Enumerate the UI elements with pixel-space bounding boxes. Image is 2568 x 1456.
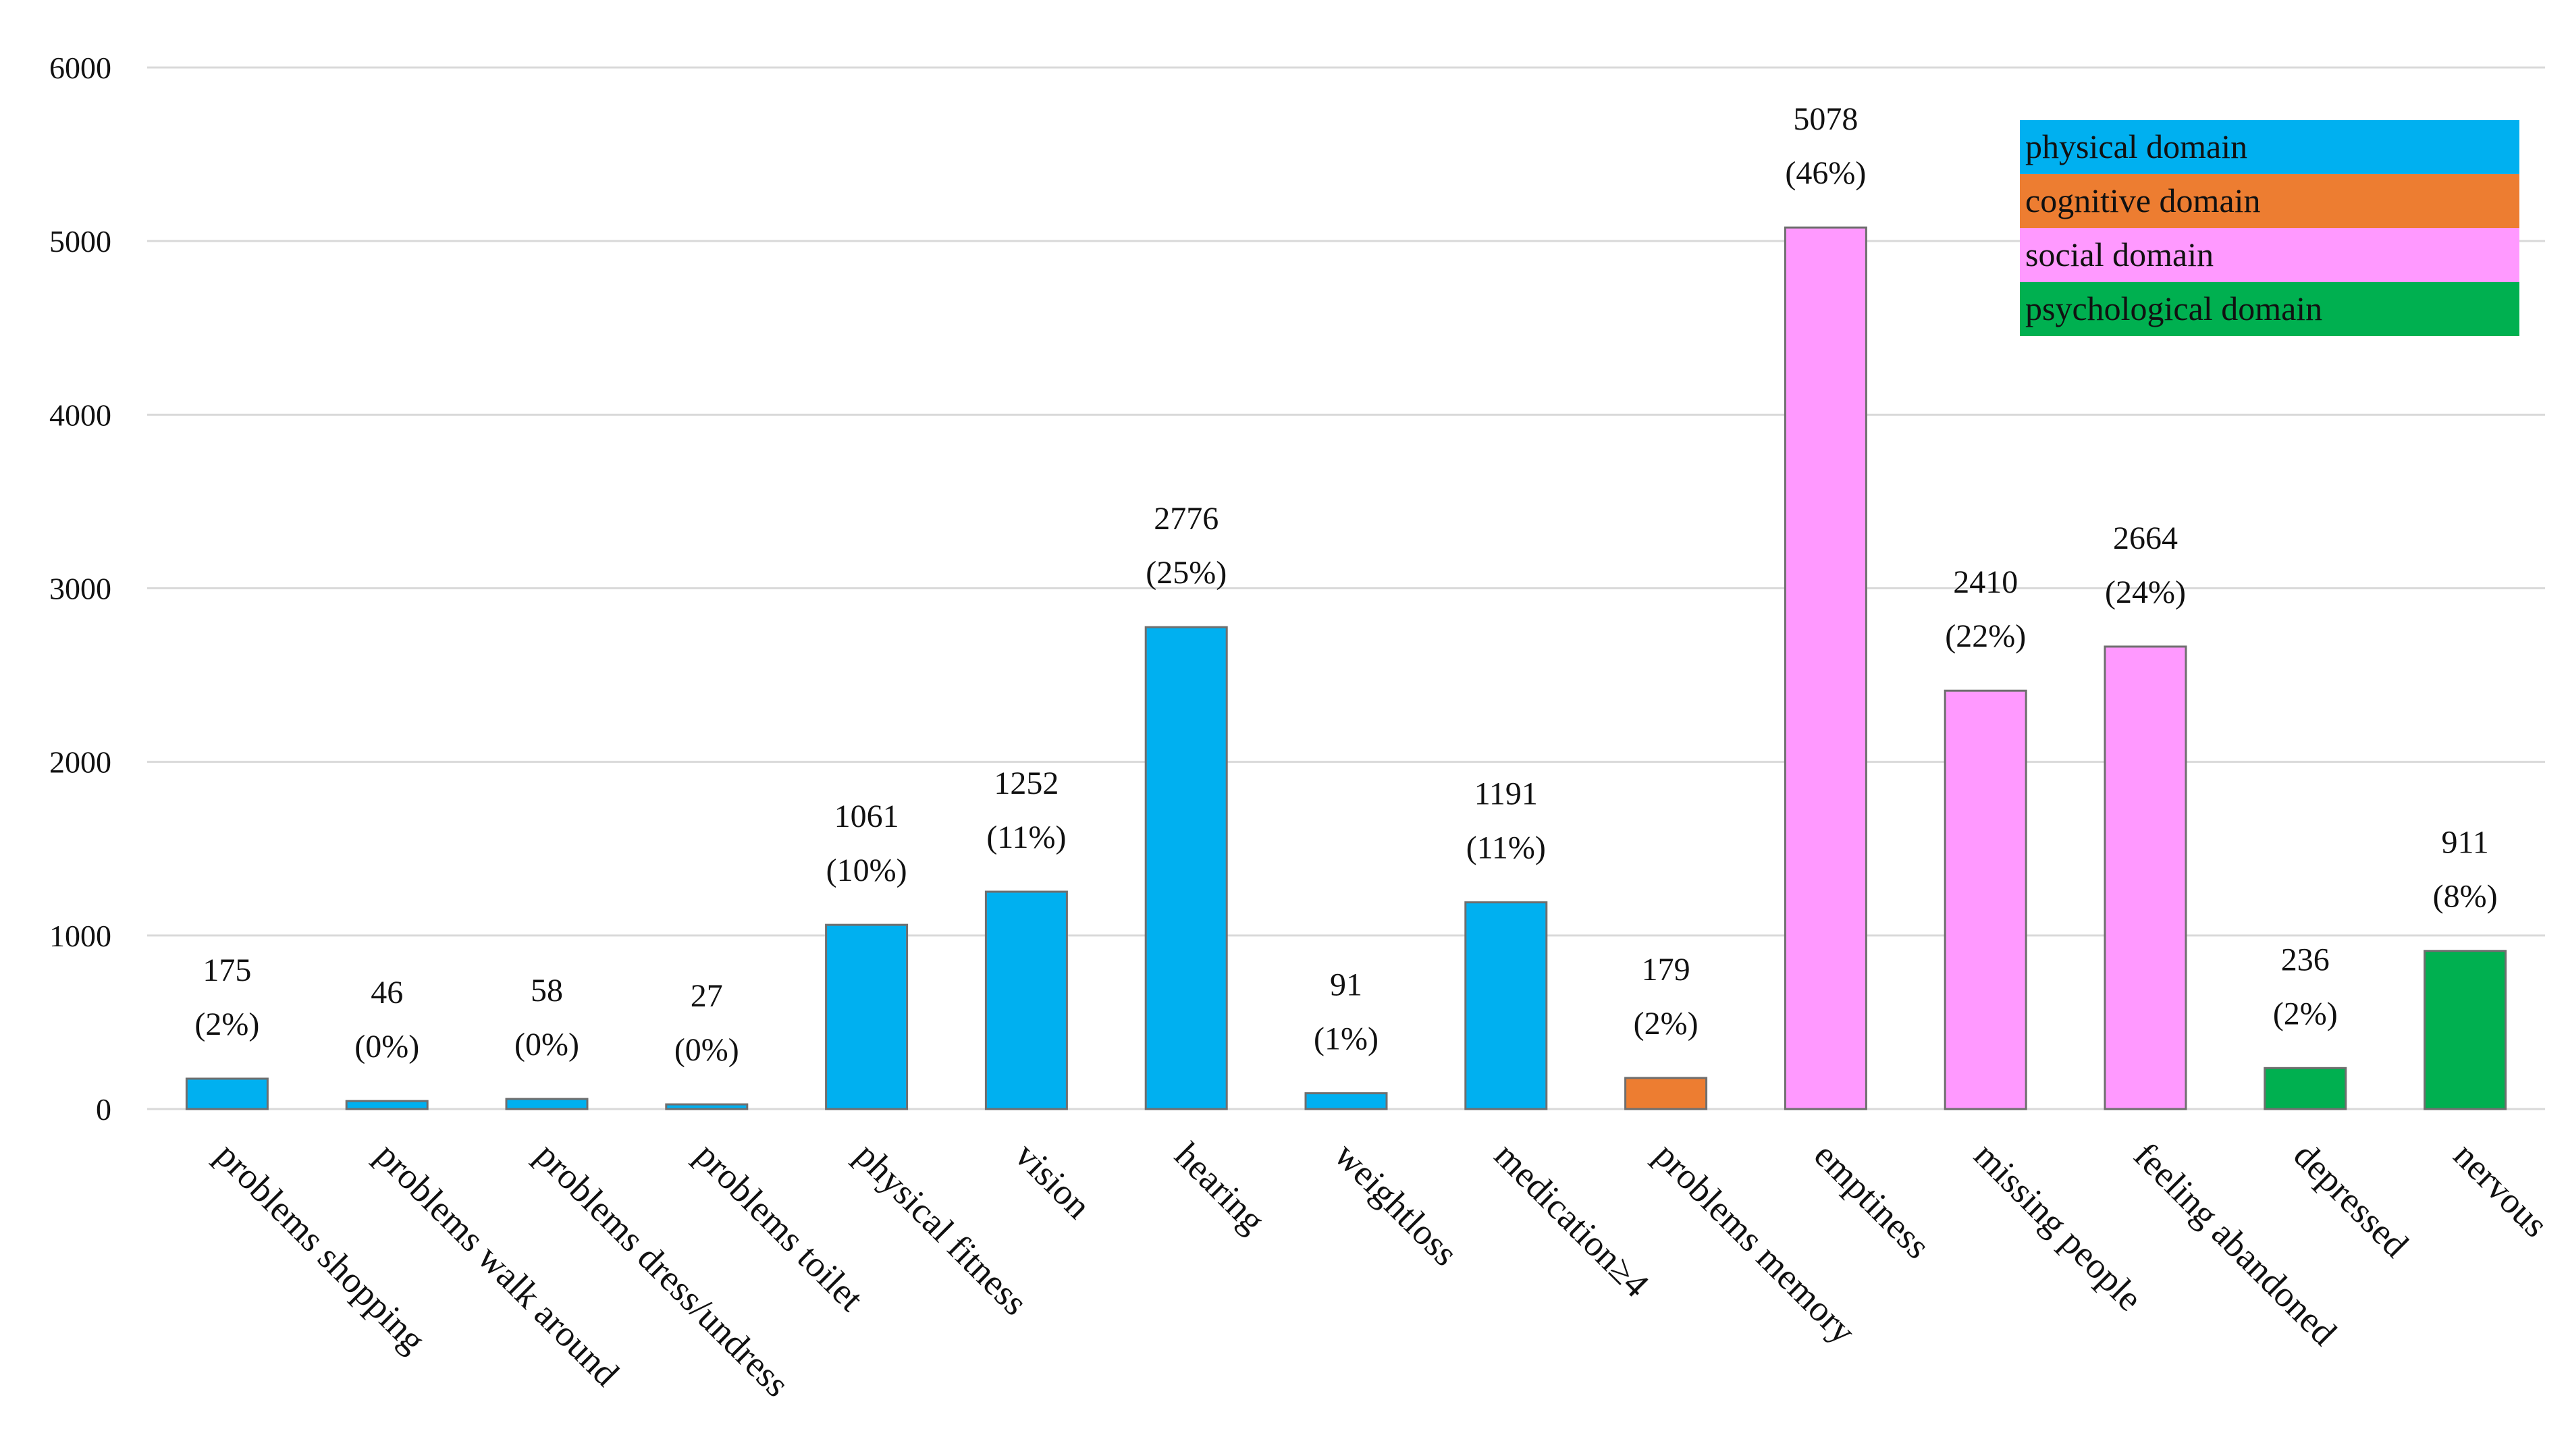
- bar: [1464, 901, 1548, 1110]
- data-label-percent: (22%): [1945, 618, 2026, 654]
- data-label-value: 2776: [1154, 501, 1219, 537]
- data-label-percent: (0%): [674, 1032, 739, 1068]
- bar: [505, 1098, 589, 1110]
- bar: [1944, 689, 2027, 1110]
- data-label-value: 1061: [834, 799, 899, 834]
- data-label-percent: (0%): [354, 1029, 419, 1064]
- bar: [2104, 645, 2187, 1110]
- data-label-percent: (10%): [826, 853, 907, 888]
- legend-label: cognitive domain: [2025, 182, 2261, 219]
- category-label: hearing: [1167, 1135, 1273, 1241]
- bars: [185, 226, 2507, 1110]
- bar: [665, 1103, 749, 1110]
- legend-swatch: [2020, 174, 2519, 228]
- data-label-percent: (46%): [1785, 155, 1866, 191]
- data-label-value: 1252: [994, 765, 1059, 801]
- data-label-value: 179: [1642, 952, 1690, 988]
- y-tick-label: 2000: [49, 745, 111, 780]
- data-label-value: 91: [1330, 967, 1362, 1003]
- category-label: depressed: [2286, 1135, 2416, 1265]
- data-label-value: 46: [371, 975, 403, 1010]
- y-tick-label: 1000: [49, 919, 111, 953]
- category-label: medication≥4: [1487, 1135, 1657, 1305]
- data-label-value: 175: [203, 952, 251, 988]
- legend-label: social domain: [2025, 236, 2214, 273]
- legend-swatch: [2020, 282, 2519, 336]
- data-labels: 175 (2%) 46 (0%) 58 (0%) 27 (0%) 1061 (10%) 1252 (1…: [194, 101, 2497, 1068]
- data-label-percent: (2%): [1634, 1006, 1698, 1042]
- legend-label: psychological domain: [2025, 290, 2322, 327]
- legend: physical domain cognitive domain social do…: [2020, 120, 2519, 336]
- legend-swatch: [2020, 120, 2519, 174]
- data-label-value: 1191: [1474, 776, 1538, 812]
- bar: [825, 923, 909, 1110]
- bar: [1784, 226, 1867, 1110]
- legend-swatch: [2020, 228, 2519, 282]
- category-label: missing people: [1967, 1135, 2151, 1319]
- data-label-percent: (25%): [1146, 555, 1227, 591]
- bar: [1304, 1092, 1388, 1110]
- data-label-percent: (2%): [194, 1006, 259, 1042]
- data-label-percent: (8%): [2433, 879, 2498, 915]
- data-label-value: 911: [2441, 825, 2488, 861]
- bar: [1624, 1077, 1708, 1110]
- y-tick-label: 4000: [49, 398, 111, 432]
- category-label: vision: [1007, 1135, 1099, 1226]
- data-label-percent: (11%): [1466, 830, 1546, 866]
- bar: [345, 1100, 429, 1110]
- category-label: problems toilet: [687, 1135, 872, 1319]
- y-tick-label: 6000: [49, 51, 111, 85]
- legend-label: physical domain: [2025, 128, 2247, 165]
- bar: [1144, 626, 1228, 1110]
- data-label-value: 58: [531, 973, 563, 1008]
- data-label-value: 27: [691, 978, 723, 1014]
- y-axis-ticks: 0 1000 2000 3000 4000 5000 6000: [49, 51, 111, 1127]
- category-label: weightloss: [1327, 1135, 1466, 1274]
- data-label-value: 2664: [2113, 520, 2178, 556]
- category-label: nervous: [2446, 1135, 2556, 1245]
- data-label-percent: (11%): [986, 819, 1066, 855]
- y-tick-label: 0: [96, 1092, 111, 1127]
- data-label-percent: (1%): [1314, 1021, 1379, 1057]
- y-tick-label: 5000: [49, 224, 111, 259]
- data-label-value: 2410: [1953, 564, 2018, 600]
- bar: [984, 890, 1068, 1110]
- data-label-value: 236: [2281, 942, 2330, 977]
- data-label-value: 5078: [1793, 101, 1858, 137]
- gridlines: [147, 66, 2545, 1110]
- data-label-percent: (24%): [2105, 574, 2186, 610]
- category-label: emptiness: [1807, 1135, 1938, 1266]
- bar: [185, 1077, 269, 1110]
- bar: [2424, 950, 2507, 1110]
- y-tick-label: 3000: [49, 572, 111, 606]
- bar: [2264, 1067, 2347, 1110]
- data-label-percent: (2%): [2273, 996, 2338, 1031]
- data-label-percent: (0%): [514, 1027, 579, 1062]
